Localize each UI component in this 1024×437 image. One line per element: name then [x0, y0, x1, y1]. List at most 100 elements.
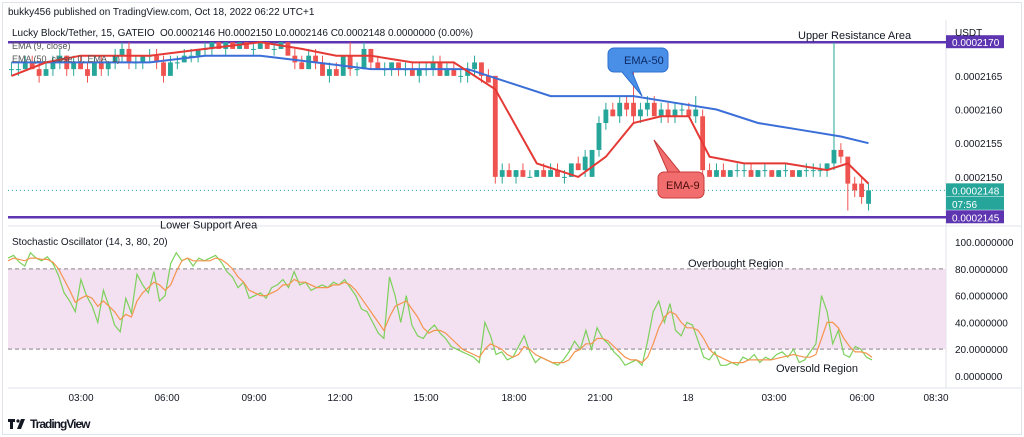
candle[interactable] — [492, 75, 498, 184]
candle[interactable] — [638, 102, 643, 123]
candle[interactable] — [797, 170, 802, 177]
candle[interactable] — [223, 42, 229, 56]
candle[interactable] — [741, 163, 747, 177]
price-axis-tag-label: 0.0002145 — [952, 213, 1000, 224]
stochastic-pane[interactable]: 100.0000000 80.0000000 60.0000000 40.000000… — [7, 238, 1014, 383]
candle[interactable] — [458, 69, 464, 83]
candle-body — [714, 170, 719, 177]
candle[interactable] — [154, 48, 160, 70]
candle[interactable] — [762, 163, 768, 177]
candle[interactable] — [714, 163, 719, 177]
candle[interactable] — [665, 102, 671, 123]
candle[interactable] — [617, 96, 623, 123]
candle[interactable] — [347, 42, 353, 76]
candle[interactable] — [845, 156, 851, 211]
candle[interactable] — [734, 163, 740, 177]
candle[interactable] — [257, 42, 263, 49]
candle[interactable] — [98, 55, 104, 76]
candle[interactable] — [534, 170, 540, 177]
candle[interactable] — [71, 55, 77, 76]
candle[interactable] — [596, 116, 602, 157]
candle-body — [15, 69, 21, 71]
stoch-k-line[interactable] — [7, 251, 873, 367]
candle[interactable] — [769, 170, 775, 177]
candle[interactable] — [658, 102, 664, 123]
candle[interactable] — [831, 42, 837, 171]
candle[interactable] — [755, 170, 761, 177]
time-axis[interactable]: 03:00 06:00 09:00 12:00 15:00 18:00 21:00 18 03:… — [68, 393, 948, 404]
candle[interactable] — [866, 183, 871, 211]
candle[interactable] — [320, 55, 325, 76]
price-tick-label: 0.0002165 — [955, 72, 1003, 83]
candle[interactable] — [783, 163, 789, 177]
candle[interactable] — [720, 163, 726, 177]
candle[interactable] — [472, 55, 477, 76]
candle[interactable] — [416, 62, 422, 83]
candle[interactable] — [527, 170, 533, 178]
candle[interactable] — [368, 48, 374, 70]
candle[interactable] — [748, 163, 754, 177]
candle[interactable] — [548, 163, 554, 177]
candle[interactable] — [437, 55, 443, 76]
candle[interactable] — [326, 62, 332, 83]
candle[interactable] — [119, 42, 125, 63]
candle[interactable] — [727, 170, 733, 177]
candle[interactable] — [589, 149, 595, 177]
ema9-line[interactable] — [11, 41, 870, 185]
candle-body — [458, 75, 464, 77]
tradingview-footer[interactable]: TradingView — [8, 417, 90, 431]
candle[interactable] — [672, 102, 678, 123]
candle[interactable] — [603, 102, 609, 130]
candle[interactable] — [679, 102, 685, 117]
stoch-d-line[interactable] — [7, 257, 873, 364]
candle[interactable] — [250, 42, 256, 56]
ema50-line[interactable] — [11, 54, 869, 145]
candle[interactable] — [838, 143, 844, 164]
candle-body — [803, 170, 809, 172]
candle[interactable] — [803, 163, 809, 177]
candle[interactable] — [859, 176, 865, 204]
candle[interactable] — [112, 48, 118, 70]
candle[interactable] — [375, 55, 381, 70]
candle[interactable] — [776, 170, 782, 177]
candle[interactable] — [852, 176, 858, 198]
candle-body — [91, 62, 97, 76]
candle[interactable] — [624, 96, 630, 117]
stoch-tick-label: 40.0000000 — [955, 318, 1008, 329]
candle[interactable] — [306, 48, 312, 70]
candle[interactable] — [50, 55, 56, 76]
candle[interactable] — [644, 96, 650, 117]
candle[interactable] — [506, 163, 512, 177]
candle[interactable] — [707, 163, 712, 177]
candle[interactable] — [610, 102, 616, 117]
candle[interactable] — [299, 55, 305, 70]
candle[interactable] — [513, 170, 519, 184]
candle[interactable] — [430, 55, 436, 76]
candle[interactable] — [693, 96, 699, 123]
candle[interactable] — [43, 62, 49, 76]
candle-body — [520, 170, 526, 177]
candle[interactable] — [520, 163, 526, 177]
candle-body — [720, 170, 726, 177]
candle[interactable] — [790, 170, 795, 177]
candle-body — [375, 62, 381, 70]
candle[interactable] — [499, 163, 505, 184]
candle[interactable] — [9, 62, 14, 76]
candle[interactable] — [817, 163, 823, 177]
candle[interactable] — [85, 62, 90, 83]
candle[interactable] — [285, 42, 291, 56]
candle[interactable] — [354, 62, 360, 76]
candle-body — [451, 69, 457, 76]
ema9-callout-label: EMA-9 — [666, 180, 700, 192]
candle[interactable] — [174, 55, 180, 70]
price-pane[interactable]: 0.0002165 0.0002160 0.0002155 0.0002150 Uppe… — [8, 30, 1004, 231]
candle[interactable] — [91, 55, 97, 76]
candle[interactable] — [105, 62, 111, 76]
price-tick-label: 0.0002155 — [955, 139, 1003, 150]
candle[interactable] — [810, 163, 816, 177]
ema50-callout-bubble — [607, 47, 669, 97]
candle[interactable] — [575, 156, 581, 171]
candle-body — [797, 170, 802, 177]
